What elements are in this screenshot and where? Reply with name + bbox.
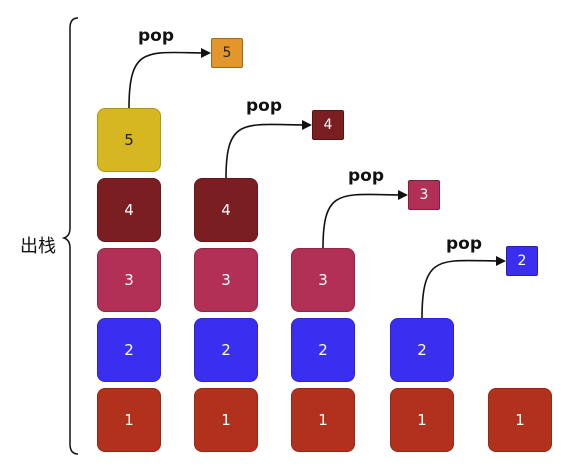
pop-label-3: pop [348, 166, 385, 186]
stack-3-block-1: 1 [291, 388, 355, 452]
pop-arrow-2 [225, 119, 312, 179]
stack-1-block-2: 2 [97, 318, 161, 382]
stack-1-block-3: 3 [97, 248, 161, 312]
unstack-label: 出栈 [20, 236, 56, 257]
left-brace [61, 17, 79, 455]
stack-2-block-3: 3 [194, 248, 258, 312]
stack-1-block-1: 1 [97, 388, 161, 452]
pop-label-2: pop [246, 96, 283, 116]
pop-arrow-1 [128, 47, 211, 109]
pop-label-4: pop [446, 234, 483, 254]
stack-2-block-1: 1 [194, 388, 258, 452]
stack-1-block-4: 4 [97, 178, 161, 242]
stack-4-block-1: 1 [390, 388, 454, 452]
stack-2-block-4: 4 [194, 178, 258, 242]
popped-element-4: 4 [312, 110, 344, 140]
popped-element-2: 2 [506, 246, 538, 276]
popped-element-3: 3 [408, 180, 440, 210]
pop-label-1: pop [138, 26, 175, 46]
popped-element-5: 5 [211, 38, 243, 68]
stack-4-block-2: 2 [390, 318, 454, 382]
stack-5-block-1: 1 [488, 388, 552, 452]
stack-1-block-5: 5 [97, 108, 161, 172]
stack-3-block-3: 3 [291, 248, 355, 312]
stack-3-block-2: 2 [291, 318, 355, 382]
pop-arrow-3 [322, 189, 408, 249]
pop-arrow-4 [421, 255, 506, 319]
stack-2-block-2: 2 [194, 318, 258, 382]
